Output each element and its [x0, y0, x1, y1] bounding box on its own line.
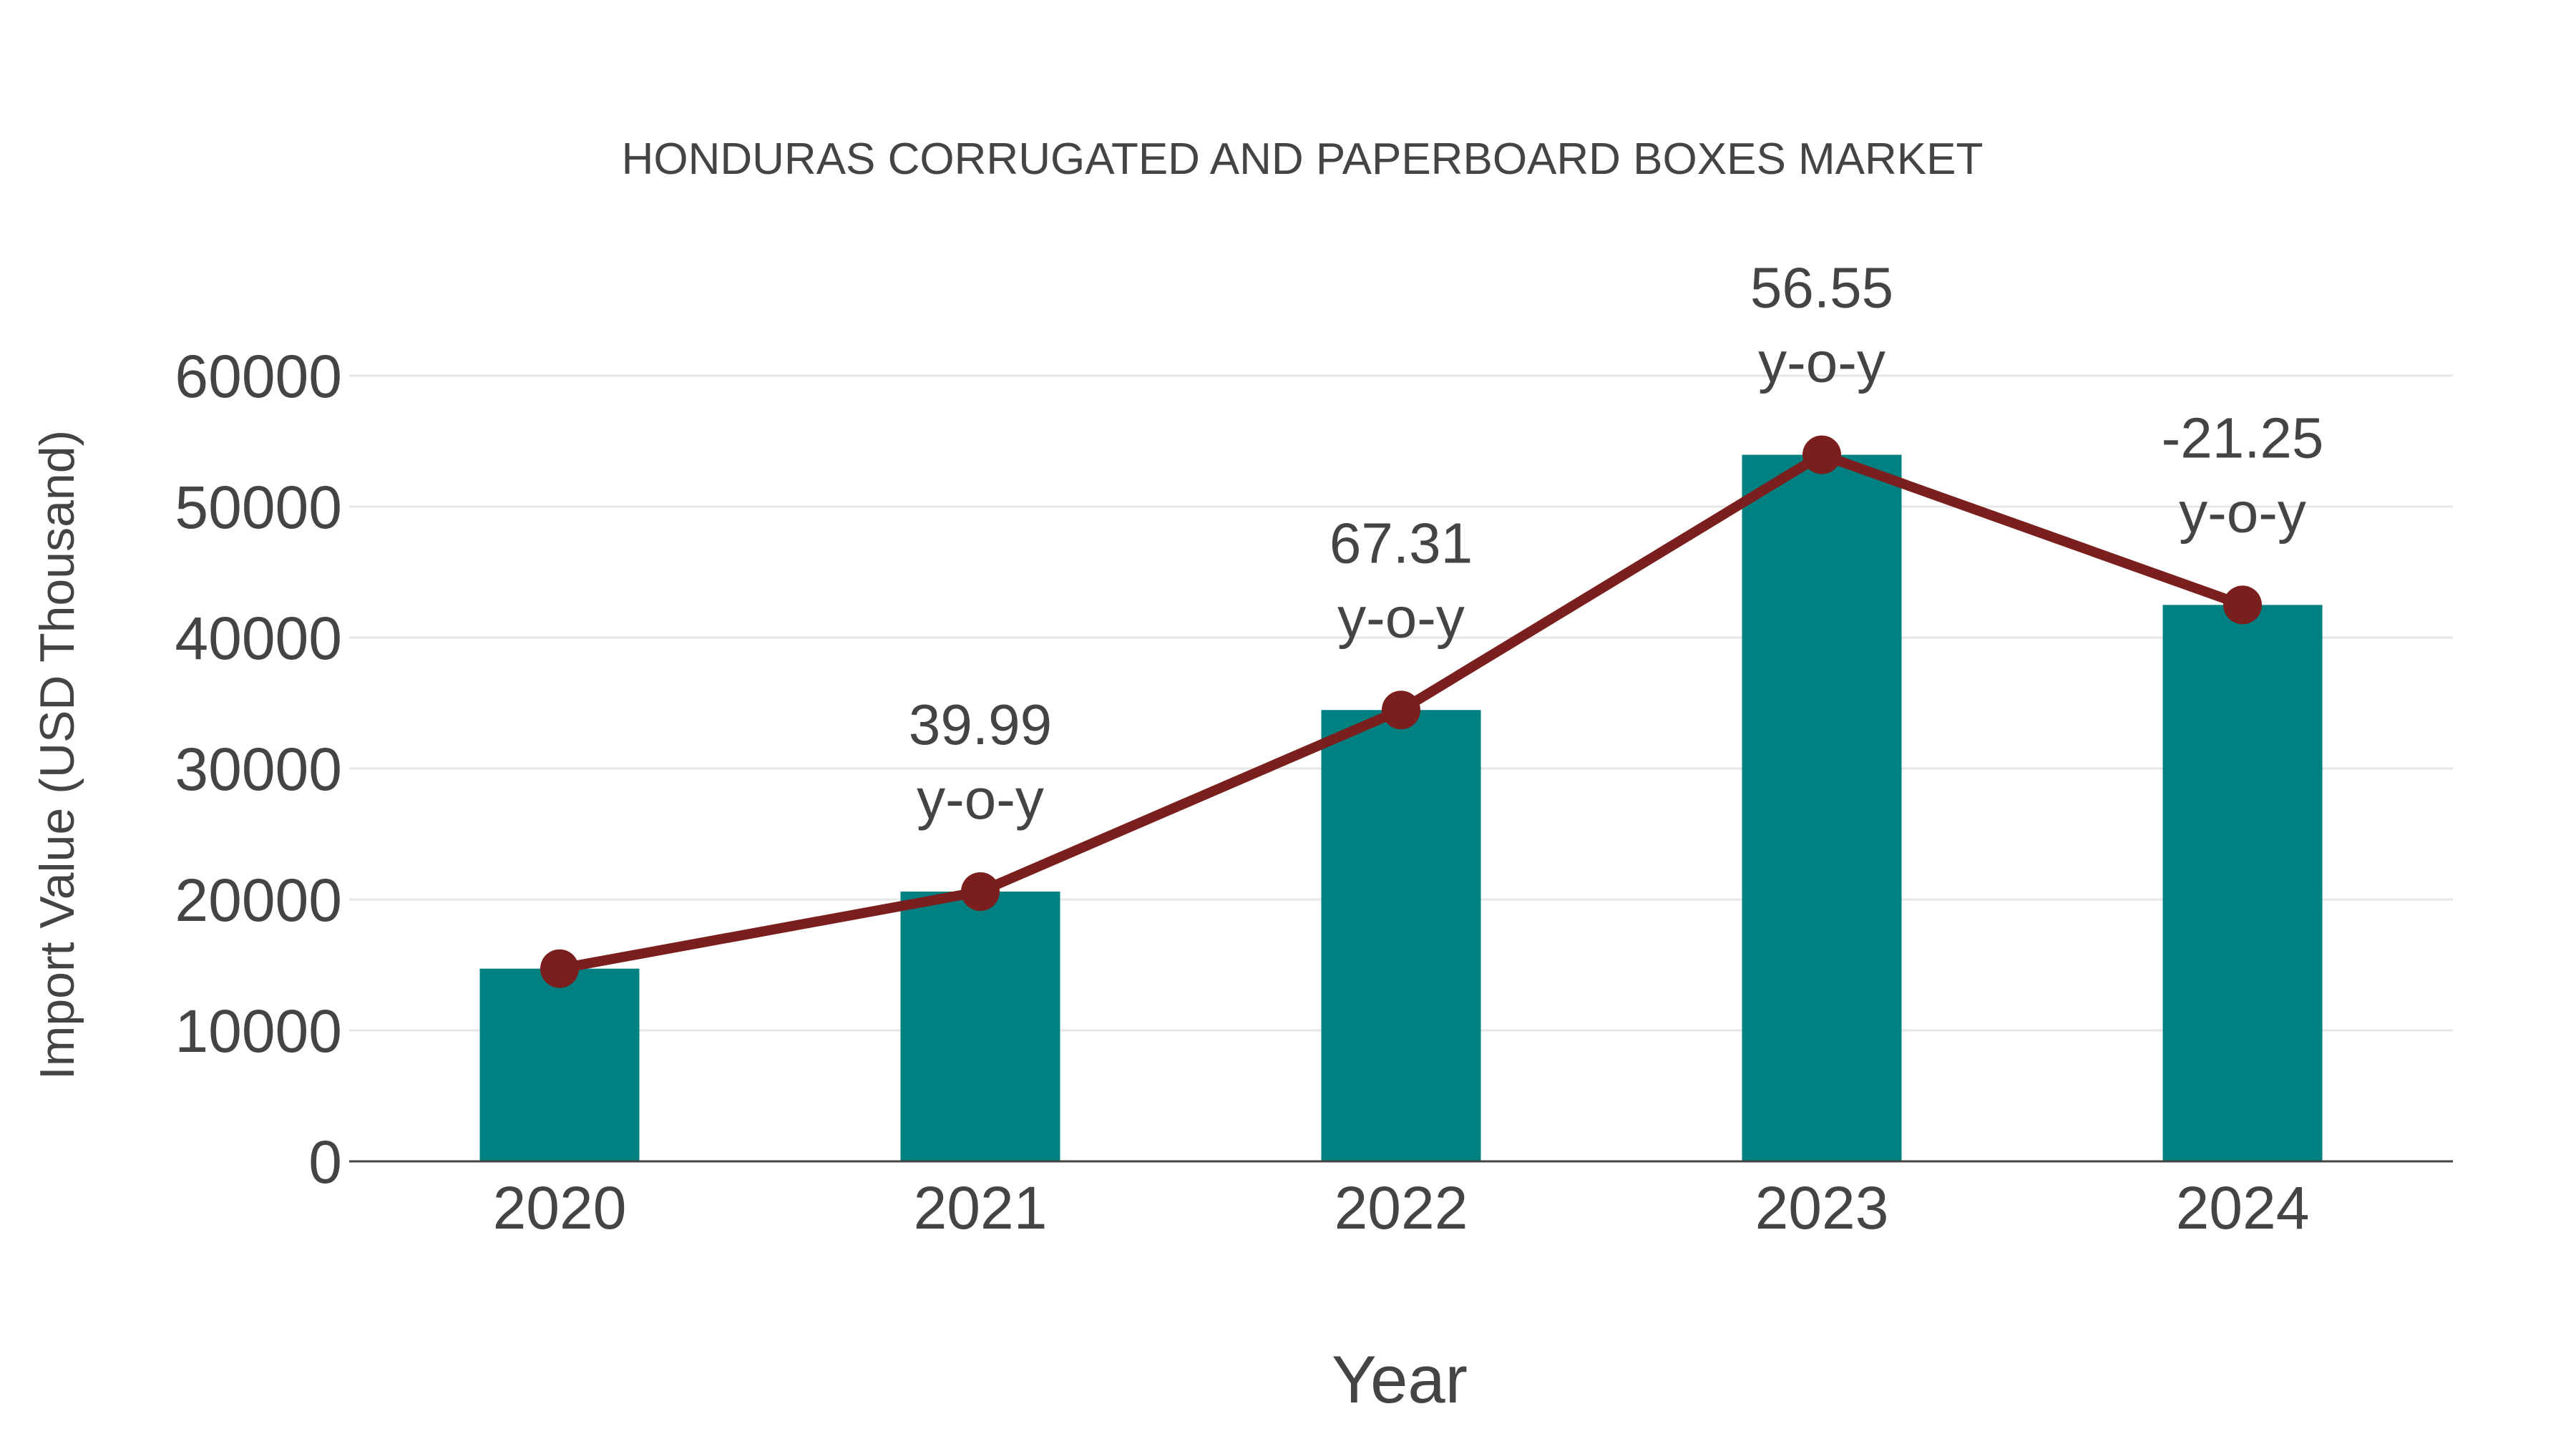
- yoy-suffix-label: y-o-y: [2179, 480, 2306, 544]
- x-tick-label: 2021: [914, 1174, 1048, 1241]
- y-tick-label: 40000: [175, 605, 342, 672]
- y-tick-label: 30000: [175, 736, 342, 803]
- chart-title: HONDURAS CORRUGATED AND PAPERBOARD BOXES…: [622, 135, 1984, 184]
- trend-marker-2024: [2223, 585, 2262, 625]
- y-tick-label: 50000: [175, 474, 342, 541]
- y-tick-label: 60000: [175, 343, 342, 410]
- y-tick-label: 10000: [175, 997, 342, 1065]
- y-axis-ticks: 0 10000 20000 30000 40000 50000 60000: [175, 343, 342, 1196]
- x-tick-label: 2022: [1335, 1174, 1468, 1241]
- yoy-suffix-label: y-o-y: [917, 767, 1044, 831]
- bars: [479, 454, 2323, 1161]
- yoy-annotations: 39.99 y-o-y 67.31 y-o-y 56.55 y-o-y -21.25 y-o-…: [909, 256, 2324, 831]
- x-tick-label: 2020: [493, 1174, 627, 1241]
- bar-2024: [2162, 605, 2323, 1161]
- trend-marker-2021: [961, 872, 1000, 912]
- y-axis-title: Import Value (USD Thousand): [30, 430, 84, 1080]
- bar-2023: [1742, 454, 1902, 1161]
- trend-line: [540, 435, 2262, 988]
- yoy-value-label: 56.55: [1750, 256, 1893, 320]
- y-tick-label: 20000: [175, 867, 342, 934]
- yoy-value-label: 67.31: [1330, 511, 1473, 575]
- trend-marker-2022: [1382, 691, 1420, 730]
- x-axis-title: Year: [1332, 1342, 1468, 1417]
- yoy-suffix-label: y-o-y: [1337, 585, 1465, 649]
- yoy-value-label: 39.99: [909, 693, 1052, 756]
- yoy-value-label: -21.25: [2162, 406, 2324, 469]
- x-tick-label: 2024: [2176, 1174, 2310, 1241]
- bar-2022: [1321, 710, 1481, 1161]
- y-tick-label: 0: [308, 1128, 342, 1196]
- trend-marker-2020: [540, 949, 579, 988]
- x-tick-label: 2023: [1755, 1174, 1889, 1241]
- trend-marker-2023: [1802, 435, 1841, 474]
- bar-2020: [479, 968, 640, 1161]
- bar-2021: [900, 892, 1060, 1161]
- x-axis-ticks: 2020 2021 2022 2023 2024: [493, 1174, 2310, 1241]
- yoy-suffix-label: y-o-y: [1758, 331, 1885, 394]
